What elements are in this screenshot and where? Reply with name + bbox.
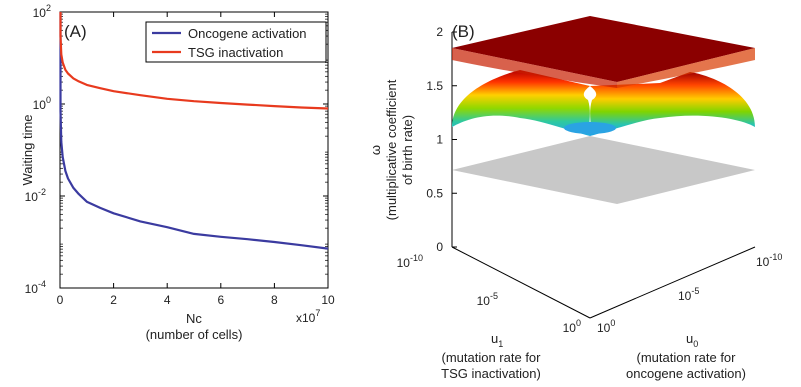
u0-subscript: 0 [693, 339, 698, 349]
y-axis-label: Waiting time [20, 114, 35, 185]
u1-tick-label: 10-5 [477, 291, 498, 308]
y-tick-exp: -2 [38, 187, 46, 197]
y-tick-base: 10 [25, 190, 39, 204]
u1-tick-exp: -5 [490, 291, 498, 301]
x-tick-label: 10 [321, 293, 335, 307]
z-tick-label: 2 [436, 25, 443, 39]
z-axis-sublabel-1: (multiplicative coefficient [384, 79, 399, 220]
y-tick-base: 10 [33, 98, 47, 112]
u0-tick-label: 10-10 [756, 252, 782, 269]
z-axis-label: ω [368, 145, 383, 155]
panel-b-label: (B) [452, 22, 475, 41]
series-line-oncogene [59, 12, 329, 250]
u1-axis-ticks: 10-10 10-5 100 [397, 253, 581, 335]
u0-tick-base: 10 [597, 321, 611, 335]
plateau-top [452, 16, 755, 82]
u1-symbol: u [491, 331, 498, 346]
y-tick-base: 10 [33, 6, 47, 20]
u0-axis-ticks: 100 10-5 10-10 [597, 252, 782, 335]
surface-right-slope [590, 72, 755, 136]
legend-label-oncogene: Oncogene activation [188, 26, 307, 41]
surface-left-slope [452, 70, 590, 136]
plateau-edge-right [617, 48, 755, 88]
y-tick-exp: -4 [38, 279, 46, 289]
u0-axis-label: u0 [686, 331, 698, 349]
u1-axis-desc-2: TSG inactivation) [441, 366, 541, 381]
u0-symbol: u [686, 331, 693, 346]
x-tick-label: 0 [57, 293, 64, 307]
x-tick-label: 8 [271, 293, 278, 307]
x-tick-label: 6 [217, 293, 224, 307]
u1-tick-label: 100 [563, 318, 581, 335]
u0-tick-exp: 0 [610, 318, 615, 328]
base-plane [452, 136, 755, 204]
y-tick-label: 102 [33, 3, 51, 20]
x-axis-ticks: 0 2 4 6 8 10 [57, 12, 335, 307]
z-axis-ticks: 0 0.5 1 1.5 2 [426, 25, 457, 254]
x-multiplier-base: x10 [296, 311, 316, 325]
y-tick-label: 10-4 [25, 279, 46, 296]
u1-tick-base: 10 [477, 294, 491, 308]
series-line-tsg [59, 12, 329, 110]
x-tick-label: 4 [164, 293, 171, 307]
u1-tick-label: 10-10 [397, 253, 423, 270]
y-tick-label: 100 [33, 95, 51, 112]
z-tick-label: 0.5 [426, 186, 443, 200]
surface-well [564, 122, 616, 134]
u1-tick-base: 10 [397, 256, 411, 270]
x-multiplier-exp: 7 [315, 308, 320, 318]
u0-tick-exp: -5 [691, 286, 699, 296]
y-tick-label: 10-2 [25, 187, 46, 204]
panel-a-label: (A) [64, 22, 87, 41]
u1-axis-desc-1: (mutation rate for [442, 350, 542, 365]
z-tick-label: 1.5 [426, 79, 443, 93]
u0-axis-desc-2: oncogene activation) [626, 366, 746, 381]
u1-subscript: 1 [498, 339, 503, 349]
legend: Oncogene activation TSG inactivation [145, 21, 327, 63]
x-multiplier: x107 [296, 308, 320, 325]
u0-axis-line [589, 246, 756, 319]
legend-box [145, 21, 327, 63]
u0-tick-exp: -10 [769, 252, 782, 262]
u1-tick-exp: 0 [576, 318, 581, 328]
u0-axis-desc-1: (mutation rate for [637, 350, 737, 365]
z-tick-label: 0 [436, 240, 443, 254]
x-axis-label: Nc [186, 311, 202, 326]
u0-tick-label: 100 [597, 318, 615, 335]
z-tick-label: 1 [436, 133, 443, 147]
plateau-edge-left [452, 48, 617, 88]
panel-b-surface-chart: 0 0.5 1 1.5 2 [368, 16, 782, 381]
x-tick-label: 2 [110, 293, 117, 307]
y-tick-exp: 2 [46, 3, 51, 13]
u1-axis-label: u1 [491, 331, 503, 349]
series-lines [59, 12, 329, 250]
x-axis-sublabel: (number of cells) [146, 327, 243, 342]
y-tick-exp: 0 [46, 95, 51, 105]
y-tick-base: 10 [25, 282, 39, 296]
u1-tick-base: 10 [563, 321, 577, 335]
u0-tick-base: 10 [678, 289, 692, 303]
u1-tick-exp: -10 [410, 253, 423, 263]
z-axis-sublabel-2: of birth rate) [400, 115, 415, 185]
u1-axis-line [451, 246, 591, 319]
u0-tick-base: 10 [756, 255, 770, 269]
surface [452, 16, 755, 136]
legend-label-tsg: TSG inactivation [188, 45, 283, 60]
u0-tick-label: 10-5 [678, 286, 699, 303]
